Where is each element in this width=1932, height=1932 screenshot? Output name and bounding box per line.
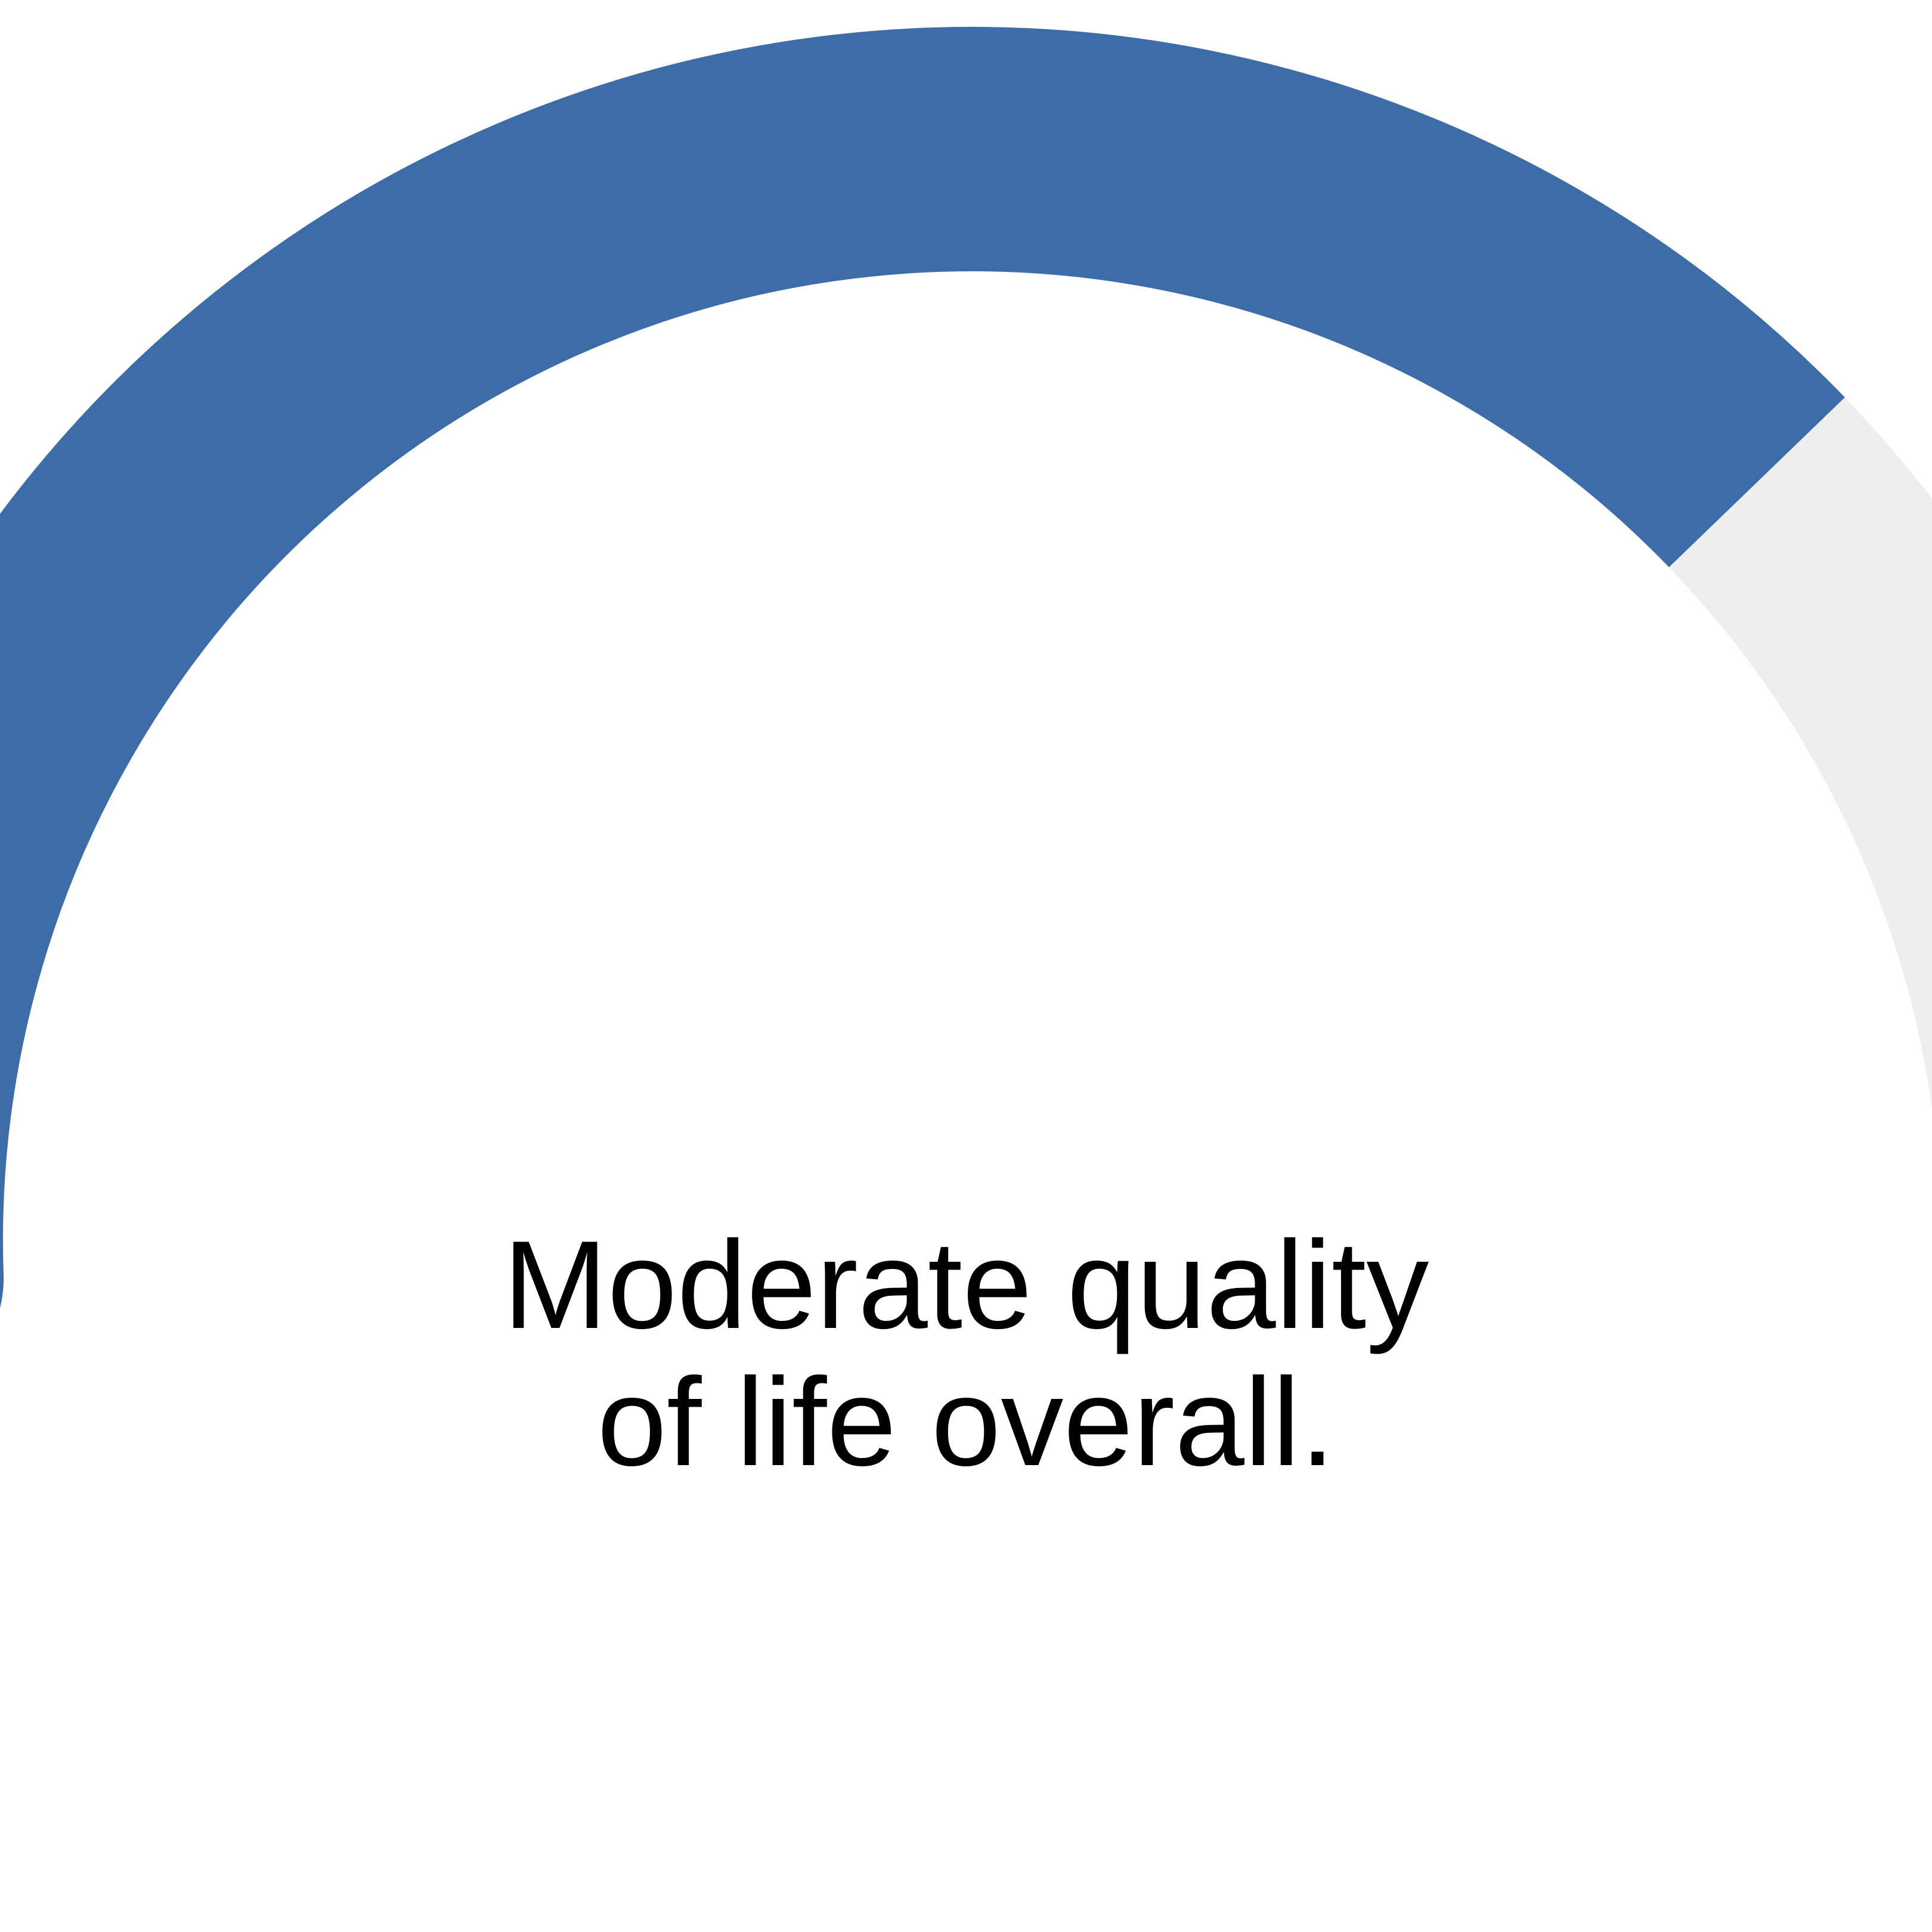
gauge-fill-start-cap [0,1249,4,1308]
gauge-fill [0,27,1845,1275]
gauge-label-line-1: Moderate quality [503,1215,1429,1355]
gauge-label-line-2: of life overall. [597,1352,1335,1492]
